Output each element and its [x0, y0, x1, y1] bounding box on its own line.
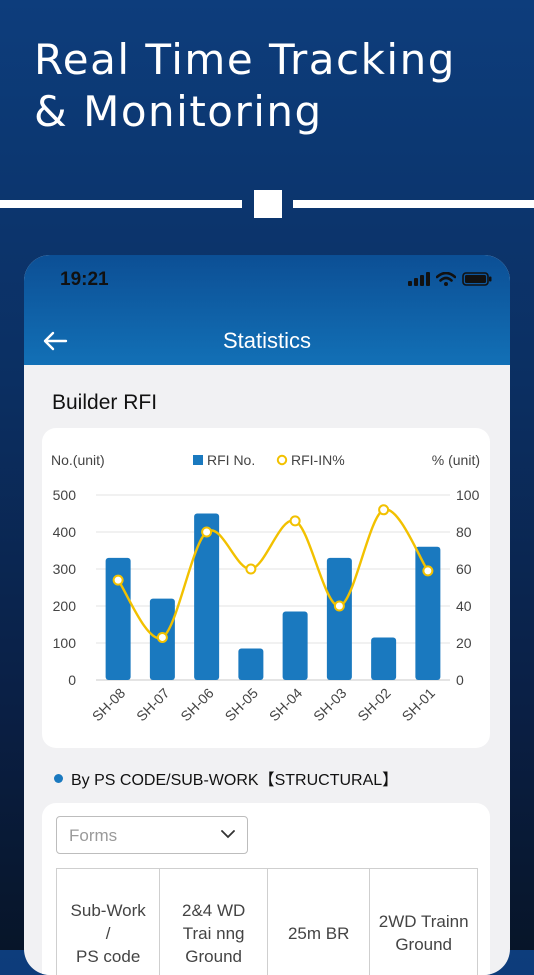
- x-tick-label: SH-01: [399, 685, 439, 725]
- line-point: [202, 528, 211, 537]
- wifi-icon: [436, 272, 456, 286]
- divider-right: [293, 200, 534, 208]
- x-tick-label: SH-07: [133, 685, 173, 725]
- bar: [327, 558, 352, 680]
- legend-label: RFI No.: [207, 452, 255, 468]
- table-header-cell: 2&4 WD Trai nng Ground: [160, 869, 268, 975]
- header-line: Ground: [374, 933, 473, 956]
- chevron-down-icon: [221, 829, 235, 839]
- header-line: 2WD Trainn: [374, 910, 473, 933]
- bar: [371, 637, 396, 680]
- y-right-tick-label: 80: [456, 524, 472, 540]
- y-left-tick-label: 200: [53, 598, 77, 614]
- header-line: Trai nng: [164, 922, 263, 945]
- forms-dropdown-value: Forms: [69, 826, 117, 846]
- y-right-tick-label: 60: [456, 561, 472, 577]
- bar: [283, 612, 308, 680]
- x-tick-label: SH-08: [89, 685, 129, 725]
- y-left-tick-label: 300: [53, 561, 77, 577]
- phone-screen: 19:21 Statistics: [24, 255, 510, 975]
- x-tick-label: SH-05: [222, 685, 262, 725]
- forms-dropdown[interactable]: Forms: [56, 816, 248, 854]
- divider-square: [254, 190, 282, 218]
- line-point: [335, 602, 344, 611]
- header-line: Ground: [164, 945, 263, 968]
- filter-heading: By PS CODE/SUB-WORK【STRUCTURAL】: [54, 766, 398, 790]
- legend-label: RFI-IN%: [291, 452, 345, 468]
- hero-heading: Real Time Tracking & Monitoring: [34, 34, 456, 138]
- y-right-tick-label: 20: [456, 635, 472, 651]
- y-left-tick-label: 400: [53, 524, 77, 540]
- table-card: Forms Sub-Work / PS code 2&4 WD Trai nng…: [42, 803, 490, 975]
- y-left-tick-label: 500: [53, 487, 77, 503]
- y-left-tick-label: 100: [53, 635, 77, 651]
- data-table: Sub-Work / PS code 2&4 WD Trai nng Groun…: [56, 868, 478, 975]
- bar: [238, 649, 263, 680]
- bar: [194, 514, 219, 681]
- table-header-cell: 2WD Trainn Ground: [370, 869, 478, 975]
- x-tick-label: SH-04: [266, 685, 306, 725]
- status-icons: [408, 272, 492, 286]
- legend-bar-marker: [193, 455, 203, 465]
- header-line: 2&4 WD: [164, 899, 263, 922]
- rfi-chart: 0 100 200 300 400 500 0 20 40 60 80 100 No.(unit) % (…: [42, 428, 490, 748]
- x-tick-label: SH-03: [310, 685, 350, 725]
- x-tick-label: SH-02: [354, 685, 394, 725]
- header-line: PS code: [61, 945, 155, 968]
- y-left-tick-label: 0: [68, 672, 76, 688]
- battery-icon: [462, 272, 492, 286]
- divider-left: [0, 200, 242, 208]
- hero-line-1: Real Time Tracking: [34, 34, 456, 86]
- line-point: [114, 576, 123, 585]
- header-line: 25m BR: [272, 922, 365, 945]
- signal-icon: [408, 272, 430, 286]
- section-title: Builder RFI: [52, 391, 157, 415]
- y-right-tick-label: 100: [456, 487, 480, 503]
- y-right-axis-label: % (unit): [432, 452, 480, 468]
- table-header-row: Sub-Work / PS code 2&4 WD Trai nng Groun…: [57, 869, 478, 975]
- chart-card: 0 100 200 300 400 500 0 20 40 60 80 100 No.(unit) % (…: [42, 428, 490, 748]
- legend-line-marker: [278, 456, 286, 464]
- table-header-cell: 25m BR: [267, 869, 369, 975]
- hero-line-2: & Monitoring: [34, 86, 456, 138]
- y-right-tick-label: 40: [456, 598, 472, 614]
- line-point: [291, 516, 300, 525]
- line-point: [158, 633, 167, 642]
- y-left-axis-label: No.(unit): [51, 452, 105, 468]
- x-tick-label: SH-06: [177, 685, 217, 725]
- table-header-cell: Sub-Work / PS code: [57, 869, 160, 975]
- header-line: /: [61, 922, 155, 945]
- bullet-dot-icon: [54, 774, 63, 783]
- line-point: [246, 565, 255, 574]
- line-point: [423, 566, 432, 575]
- filter-label: By PS CODE/SUB-WORK【STRUCTURAL】: [71, 766, 398, 790]
- header-line: Sub-Work: [61, 899, 155, 922]
- y-right-tick-label: 0: [456, 672, 464, 688]
- status-time: 19:21: [60, 269, 109, 291]
- line-point: [379, 505, 388, 514]
- app-header: 19:21 Statistics: [24, 255, 510, 365]
- page-title: Statistics: [24, 328, 510, 354]
